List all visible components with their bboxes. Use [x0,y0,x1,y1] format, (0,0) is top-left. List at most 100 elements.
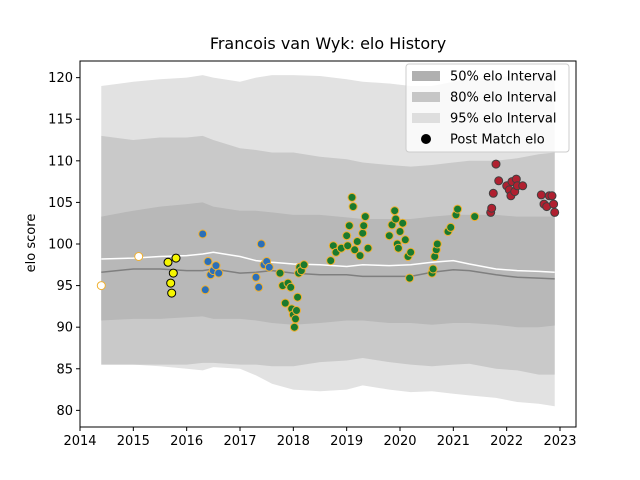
post-match-series-1 [163,253,181,298]
post-match-elo-point [488,188,498,198]
x-tick-label: 2015 [117,434,150,449]
y-tick-label: 85 [56,362,73,377]
chart-title: Francois van Wyk: elo History [210,34,446,53]
post-match-elo-point [96,281,106,291]
post-match-elo-point [286,282,296,292]
post-match-elo-point [168,268,178,278]
post-match-elo-point [280,298,290,308]
post-match-elo-point [428,264,438,274]
post-match-elo-point [291,314,300,324]
post-match-series-4 [486,159,560,217]
legend-label: 95% elo Interval [450,112,557,127]
y-tick-label: 100 [48,238,73,253]
post-match-elo-point [254,282,264,292]
legend-label: 50% elo Interval [450,70,557,85]
median-elo-line [101,268,555,280]
post-match-series-3 [275,192,480,332]
post-match-elo-point [395,227,405,236]
post-match-series-2 [198,229,274,295]
post-match-elo-point [390,206,400,216]
legend: 50% elo Interval 80% elo Interval 95% elo … [405,63,570,153]
post-match-elo-point [360,212,370,222]
post-match-elo-point [344,221,354,231]
plot-area [96,69,560,407]
post-match-elo-point [384,231,394,241]
post-match-elo-point [470,212,480,222]
legend-label: 80% elo Interval [450,91,557,106]
post-match-elo-point [491,159,501,169]
post-match-elo-point [264,262,274,272]
x-tick-label: 2021 [437,434,470,449]
legend-box [405,63,570,153]
axes: 2014 2015 2016 2017 2018 2019 2020 2021 2022 2023… [48,60,577,449]
y-tick-label: 105 [48,196,73,211]
post-match-elo-point [550,207,560,217]
post-match-elo-point [163,257,173,267]
legend-swatch [412,71,440,81]
post-match-elo-point [400,235,410,245]
x-tick-label: 2017 [223,434,256,449]
x-tick-label: 2020 [383,434,416,449]
post-match-elo-point [547,191,557,201]
legend-marker [421,134,431,144]
mean-elo-line [101,251,555,274]
post-match-elo-point [214,268,224,278]
post-match-elo-point [432,239,442,249]
post-match-elo-point [518,181,528,191]
post-match-elo-point [299,260,309,270]
post-match-elo-point [363,243,373,253]
x-tick-label: 2023 [543,434,576,449]
y-tick-label: 110 [48,154,73,169]
post-match-elo-point [289,322,299,332]
y-tick-label: 95 [56,279,73,294]
post-match-elo-point [358,228,368,238]
post-match-elo-point [398,218,408,228]
post-match-elo-point [406,247,416,257]
post-match-elo-point [167,288,177,298]
y-tick-label: 90 [56,321,73,336]
post-match-elo-point [171,253,181,263]
x-tick-label: 2014 [63,434,96,449]
post-match-elo-point [292,306,301,315]
y-tick-label: 120 [48,71,73,86]
post-match-elo-point [293,292,303,302]
post-match-elo-point [391,214,401,224]
post-match-elo-point [326,256,336,266]
post-match-elo-point [342,231,352,241]
legend-swatch [412,113,440,123]
legend-label: Post Match elo [450,133,545,148]
post-match-elo-point [166,278,176,288]
post-match-elo-point [211,261,221,271]
post-match-elo-point [453,204,463,214]
x-tick-label: 2022 [490,434,523,449]
post-match-elo-point [405,273,415,283]
post-match-elo-point [487,203,497,213]
post-match-elo-point [203,257,213,266]
post-match-elo-point [256,239,266,249]
y-axis-label: elo score [24,214,39,273]
post-match-elo-point [251,272,261,282]
legend-swatch [412,92,440,102]
y-tick-label: 80 [56,404,73,419]
post-match-elo-point [393,243,403,253]
post-match-elo-point [352,237,362,246]
x-tick-label: 2019 [330,434,363,449]
post-match-elo-point [359,221,369,231]
post-match-elo-point [347,192,357,202]
post-match-elo-point [198,229,208,239]
post-match-elo-point [275,268,285,278]
post-match-elo-point [343,241,353,251]
post-match-elo-point [446,222,456,232]
x-tick-label: 2018 [277,434,310,449]
post-match-elo-point [200,285,210,295]
post-match-elo-point [549,199,559,209]
post-match-elo-point [348,202,358,212]
post-match-series-0 [96,252,144,291]
post-match-elo-point [355,251,365,261]
post-match-elo-point [536,190,546,200]
post-match-elo-point [134,252,144,261]
post-match-elo-point [494,176,504,186]
x-tick-label: 2016 [170,434,203,449]
post-match-elo-point [350,245,360,255]
